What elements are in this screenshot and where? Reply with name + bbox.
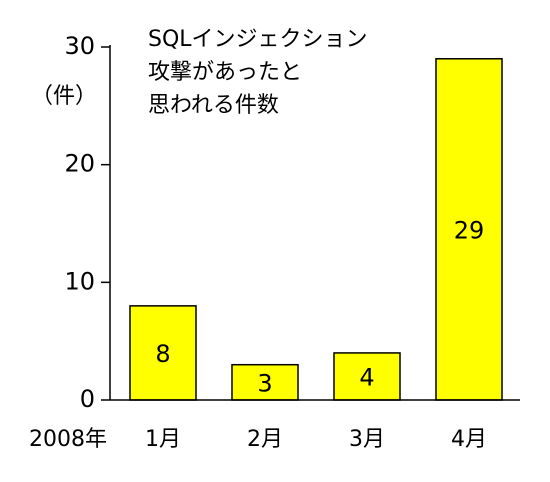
x-tick-label: 1月 — [145, 427, 181, 452]
y-tick-label: 20 — [64, 150, 95, 178]
y-tick-label: 0 — [80, 385, 95, 413]
bar — [435, 58, 503, 401]
x-axis-label: 2008年 — [29, 427, 107, 452]
x-tick-label: 4月 — [451, 427, 487, 452]
x-tick-label: 2月 — [247, 427, 283, 452]
bar — [129, 305, 197, 401]
x-tick-label: 3月 — [349, 427, 385, 452]
chart-title-line: 思われる件数 — [148, 93, 279, 118]
data-label: 3 — [257, 369, 272, 397]
y-tick-label: 30 — [64, 32, 95, 60]
y-tick-label: 10 — [64, 267, 95, 295]
chart-title-line: SQLインジェクション — [148, 27, 368, 52]
data-label: 4 — [359, 363, 374, 391]
data-label: 8 — [155, 340, 170, 368]
bar — [333, 352, 401, 401]
data-label: 29 — [454, 216, 485, 244]
chart-title-line: 攻撃があったと — [148, 60, 302, 85]
y-axis-label: （件） — [31, 84, 97, 109]
